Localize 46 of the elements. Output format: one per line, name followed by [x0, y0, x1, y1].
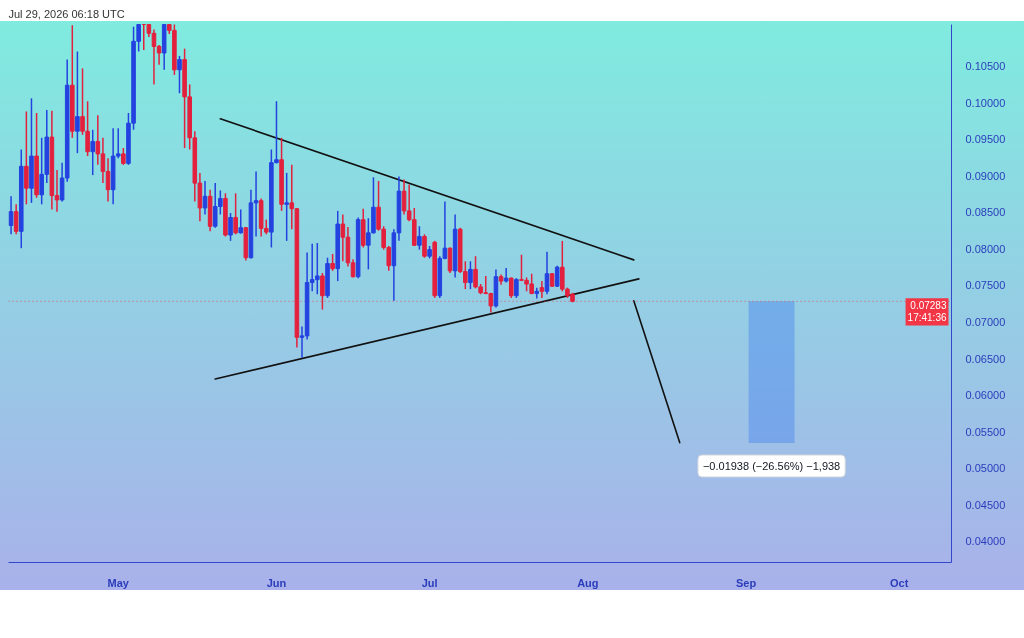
- y-tick-label: 0.05000: [965, 462, 1006, 475]
- candlestick: [24, 110, 29, 206]
- y-tick-label: 0.10500: [965, 60, 1006, 73]
- x-tick-label: Aug: [577, 576, 599, 589]
- candlestick: [90, 129, 96, 176]
- y-tick-label: 0.06500: [965, 352, 1006, 365]
- candlestick: [75, 50, 80, 154]
- x-tick-label: Jun: [266, 576, 287, 589]
- candlestick: [554, 264, 560, 288]
- x-tick-label: Oct: [890, 576, 909, 589]
- candlestick: [422, 233, 427, 259]
- candlestick: [228, 212, 233, 242]
- y-tick-label: 0.06000: [965, 389, 1006, 402]
- candlestick: [539, 280, 545, 299]
- candlestick: [468, 260, 473, 290]
- candlestick: [320, 272, 325, 311]
- y-tick-label: 0.07500: [965, 279, 1006, 292]
- candlestick: [177, 55, 182, 94]
- y-tick-label: 0.09500: [965, 133, 1006, 146]
- data-label: −0.01938 (−26.56%) −1,938: [702, 459, 841, 472]
- candlestick: [233, 192, 238, 236]
- y-tick-label: 0.04000: [965, 535, 1006, 548]
- candlestick: [514, 277, 519, 299]
- y-tick-label: 0.05500: [965, 425, 1006, 438]
- candlestick: [544, 251, 550, 295]
- x-tick-label: Sep: [735, 576, 757, 589]
- y-tick-label: 0.04500: [965, 498, 1006, 511]
- candlestick: [534, 286, 540, 300]
- x-tick-label: Jul: [421, 576, 438, 589]
- candlestick: [340, 213, 346, 263]
- candlestick: [508, 276, 514, 299]
- y-tick-label: 0.08000: [965, 242, 1006, 255]
- candlestick: [503, 267, 509, 284]
- candlestick: [417, 225, 422, 251]
- text: Jul 29, 2026 06:18 UTC: [8, 7, 125, 20]
- y-tick-label: 0.08500: [965, 206, 1006, 219]
- y-tick-label: 0.10000: [965, 96, 1006, 109]
- candlestick: [202, 180, 208, 216]
- x-tick-label: May: [107, 576, 130, 589]
- candlestick: [13, 203, 19, 236]
- candlestick: [284, 172, 289, 242]
- y-tick-label: 0.07000: [965, 316, 1006, 329]
- ref-line-label: 0.07283 17:41:36: [907, 300, 947, 324]
- candlestick: [8, 195, 14, 236]
- y-tick-label: 0.09000: [965, 169, 1006, 182]
- candlestick: [238, 208, 244, 235]
